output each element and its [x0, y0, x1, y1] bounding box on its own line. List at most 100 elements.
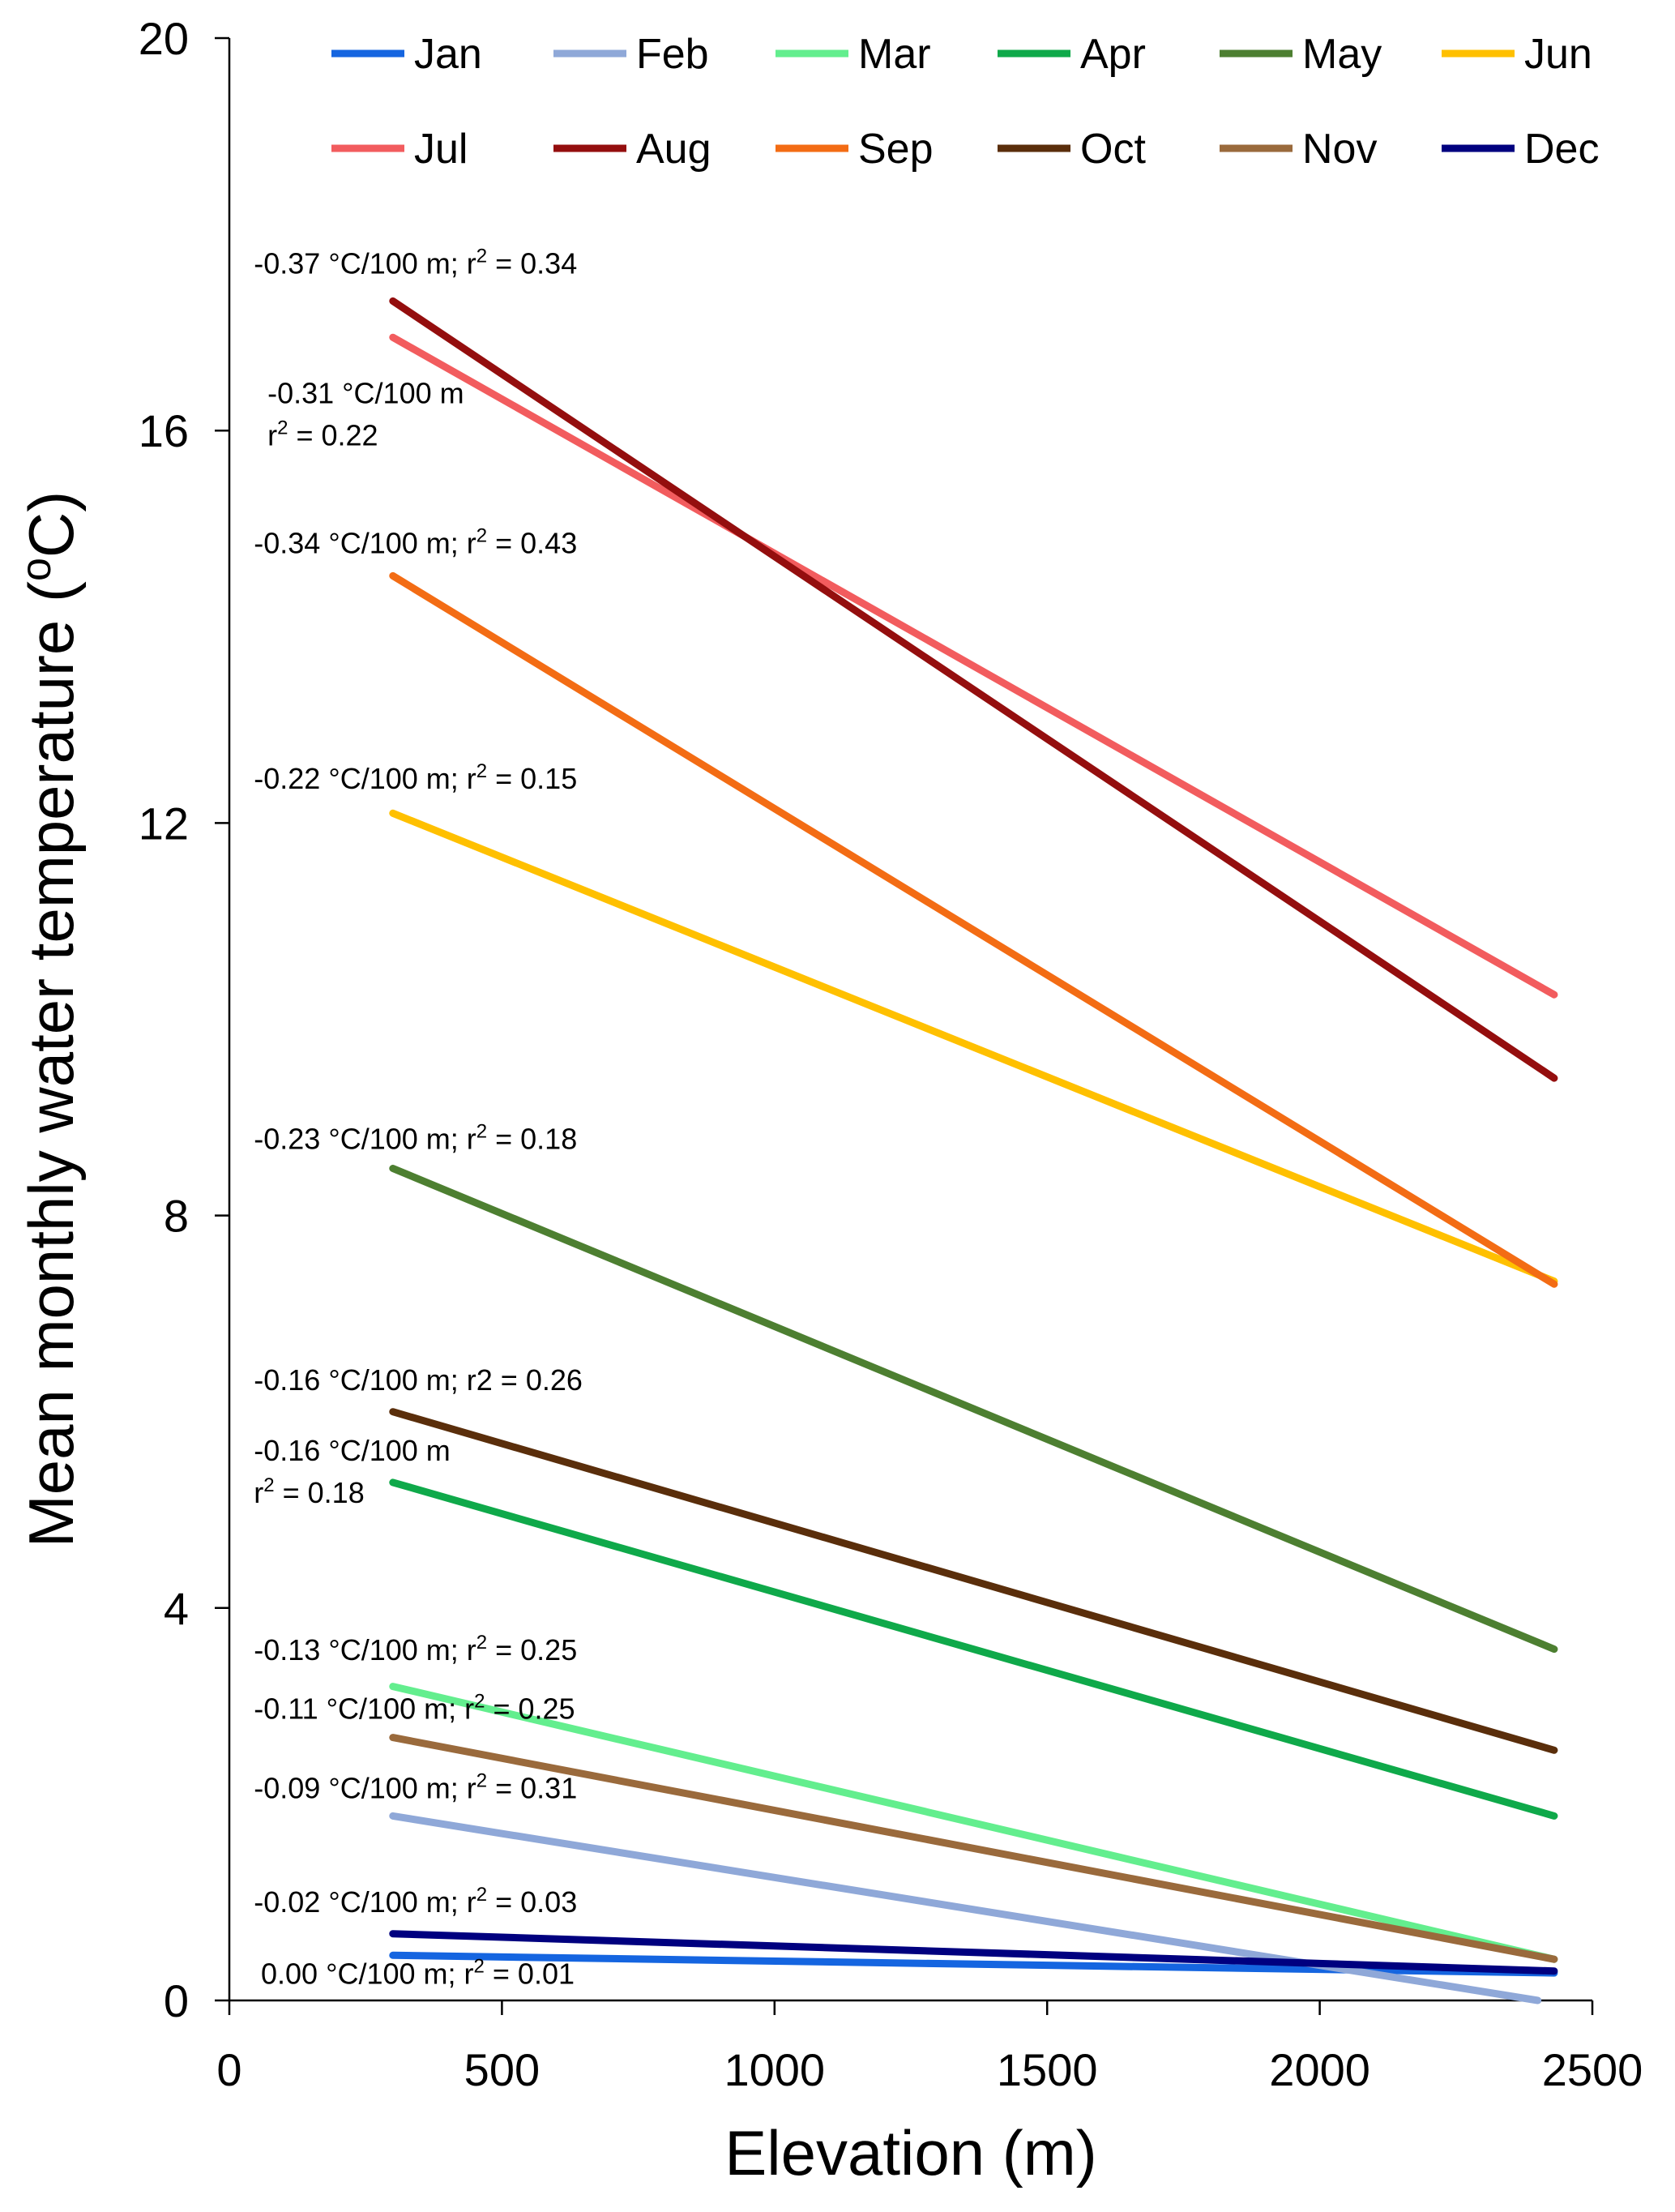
annotation-segment: r: [267, 418, 277, 451]
series-lines: [389, 297, 1558, 2004]
annotation-mar: -0.13 °C/100 m; r2 = 0.25: [254, 1632, 577, 1666]
annotation-text: -0.16 °C/100 m; r2 = 0.26: [254, 1363, 583, 1397]
annotation-segment: = 0.22: [288, 418, 378, 451]
series-line-jul: [389, 333, 1558, 999]
x-tick-label: 0: [216, 2044, 241, 2095]
legend-item-jun: Jun: [1442, 31, 1592, 78]
series-line-mar: [389, 1683, 1558, 1963]
annotation-segment: -0.13 °C/100 m; r: [254, 1633, 476, 1666]
annotation-superscript: 2: [476, 1120, 487, 1142]
series-line-dec: [389, 1930, 1558, 1975]
series-line-jun: [389, 809, 1558, 1286]
annotation-text: -0.31 °C/100 m: [267, 376, 464, 409]
annotation-segment: -0.02 °C/100 m; r: [254, 1885, 476, 1919]
x-tick-label: 2500: [1542, 2044, 1643, 2095]
annotation-text: -0.13 °C/100 m; r2 = 0.25: [254, 1632, 577, 1666]
legend-label: Nov: [1302, 126, 1377, 173]
annotation-superscript: 2: [277, 417, 288, 439]
annotation-segment: -0.09 °C/100 m; r: [254, 1772, 476, 1805]
annotation-text: -0.37 °C/100 m; r2 = 0.34: [254, 246, 577, 280]
annotation-text: -0.23 °C/100 m; r2 = 0.18: [254, 1120, 577, 1155]
annotation-text: -0.09 °C/100 m; r2 = 0.31: [254, 1770, 577, 1805]
legend-label: Aug: [636, 126, 711, 173]
annotation-dec: -0.02 °C/100 m; r2 = 0.03: [254, 1884, 577, 1919]
annotation-segment: = 0.03: [487, 1885, 577, 1919]
legend-label: Oct: [1080, 126, 1146, 173]
annotation-oct: -0.16 °C/100 m; r2 = 0.26: [254, 1363, 583, 1397]
annotation-segment: -0.16 °C/100 m: [254, 1434, 451, 1467]
annotation-segment: = 0.43: [487, 527, 577, 560]
legend-label: Mar: [858, 31, 931, 78]
legend-item-apr: Apr: [998, 31, 1146, 78]
annotation-jul: -0.31 °C/100 m r2 = 0.22: [267, 376, 464, 451]
annotation-segment: -0.31 °C/100 m: [267, 376, 464, 409]
annotation-segment: 0.00 °C/100 m; r: [261, 1957, 474, 1990]
legend-label: May: [1302, 31, 1382, 78]
annotation-text: -0.22 °C/100 m; r2 = 0.15: [254, 760, 577, 795]
annotation-text: -0.16 °C/100 m: [254, 1434, 451, 1467]
annotation-segment: -0.37 °C/100 m; r: [254, 247, 476, 280]
legend-item-dec: Dec: [1442, 126, 1599, 173]
legend-item-sep: Sep: [776, 126, 934, 173]
annotation-feb: -0.09 °C/100 m; r2 = 0.31: [254, 1770, 577, 1805]
annotation-segment: = 0.25: [487, 1633, 577, 1666]
series-line-may: [389, 1165, 1558, 1654]
legend-item-may: May: [1220, 31, 1382, 78]
annotation-sep: -0.34 °C/100 m; r2 = 0.43: [254, 525, 577, 560]
annotation-text: -0.34 °C/100 m; r2 = 0.43: [254, 525, 577, 560]
annotation-jan: 0.00 °C/100 m; r2 = 0.01: [261, 1955, 575, 1990]
annotation-text: 0.00 °C/100 m; r2 = 0.01: [261, 1955, 575, 1990]
series-line-aug: [389, 297, 1558, 1082]
annotation-superscript: 2: [476, 1770, 487, 1792]
annotation-jun: -0.22 °C/100 m; r2 = 0.15: [254, 760, 577, 795]
series-line-nov: [389, 1734, 1558, 1963]
legend-item-jul: Jul: [331, 126, 468, 173]
legend-item-aug: Aug: [553, 126, 711, 173]
legend-item-mar: Mar: [776, 31, 931, 78]
y-tick-label: 0: [164, 1975, 189, 2026]
x-tick-label: 1500: [997, 2044, 1098, 2095]
slope-annotations: -0.37 °C/100 m; r2 = 0.34-0.31 °C/100 mr…: [254, 246, 583, 1991]
annotation-segment: = 0.15: [487, 762, 577, 795]
x-tick-label: 1000: [724, 2044, 826, 2095]
annotation-segment: -0.11 °C/100 m; r: [254, 1692, 474, 1726]
legend-label: Feb: [636, 31, 709, 78]
annotation-segment: = 0.18: [487, 1122, 577, 1155]
annotation-superscript: 2: [476, 246, 487, 267]
axes: 0 4 8 12 16 20 0 500 1000 1500 2000 2500: [139, 13, 1643, 2095]
y-axis-title-main: Mean monthly water temperature (: [15, 581, 87, 1547]
annotation-apr: -0.16 °C/100 m r2 = 0.18: [254, 1434, 451, 1509]
annotation-superscript: 2: [476, 760, 487, 782]
y-tick-label: 20: [139, 13, 189, 64]
legend-label: Dec: [1524, 126, 1599, 173]
annotation-segment: = 0.18: [275, 1476, 365, 1509]
series-line-feb: [389, 1812, 1542, 2004]
y-axis-title: Mean monthly water temperature (oC): [13, 491, 87, 1547]
annotation-segment: r: [254, 1476, 263, 1509]
annotation-text: -0.02 °C/100 m; r2 = 0.03: [254, 1884, 577, 1919]
annotation-superscript: 2: [474, 1955, 485, 1977]
annotation-text: r2 = 0.22: [267, 417, 378, 451]
x-tick-label: 500: [464, 2044, 540, 2095]
annotation-segment: -0.22 °C/100 m; r: [254, 762, 476, 795]
annotation-superscript: 2: [476, 525, 487, 547]
legend-label: Jan: [414, 31, 482, 78]
annotation-text: r2 = 0.18: [254, 1474, 364, 1509]
y-axis-title-unit: C): [15, 491, 87, 558]
annotation-nov: -0.11 °C/100 m; r2 = 0.25: [254, 1691, 575, 1726]
annotation-superscript: 2: [474, 1691, 485, 1713]
y-tick-label: 12: [139, 798, 189, 849]
annotation-segment: -0.16 °C/100 m; r2 = 0.26: [254, 1363, 583, 1397]
y-tick-label: 8: [164, 1191, 189, 1242]
annotation-segment: = 0.34: [487, 247, 577, 280]
series-line-apr: [389, 1478, 1558, 1820]
legend-label: Jun: [1524, 31, 1592, 78]
y-axis-title-degree: o: [13, 558, 60, 581]
legend-item-oct: Oct: [998, 126, 1146, 173]
annotation-segment: = 0.25: [485, 1692, 575, 1726]
annotation-segment: = 0.01: [485, 1957, 575, 1990]
legend-item-feb: Feb: [553, 31, 709, 78]
annotation-segment: -0.34 °C/100 m; r: [254, 527, 476, 560]
x-axis-title: Elevation (m): [724, 2117, 1096, 2188]
